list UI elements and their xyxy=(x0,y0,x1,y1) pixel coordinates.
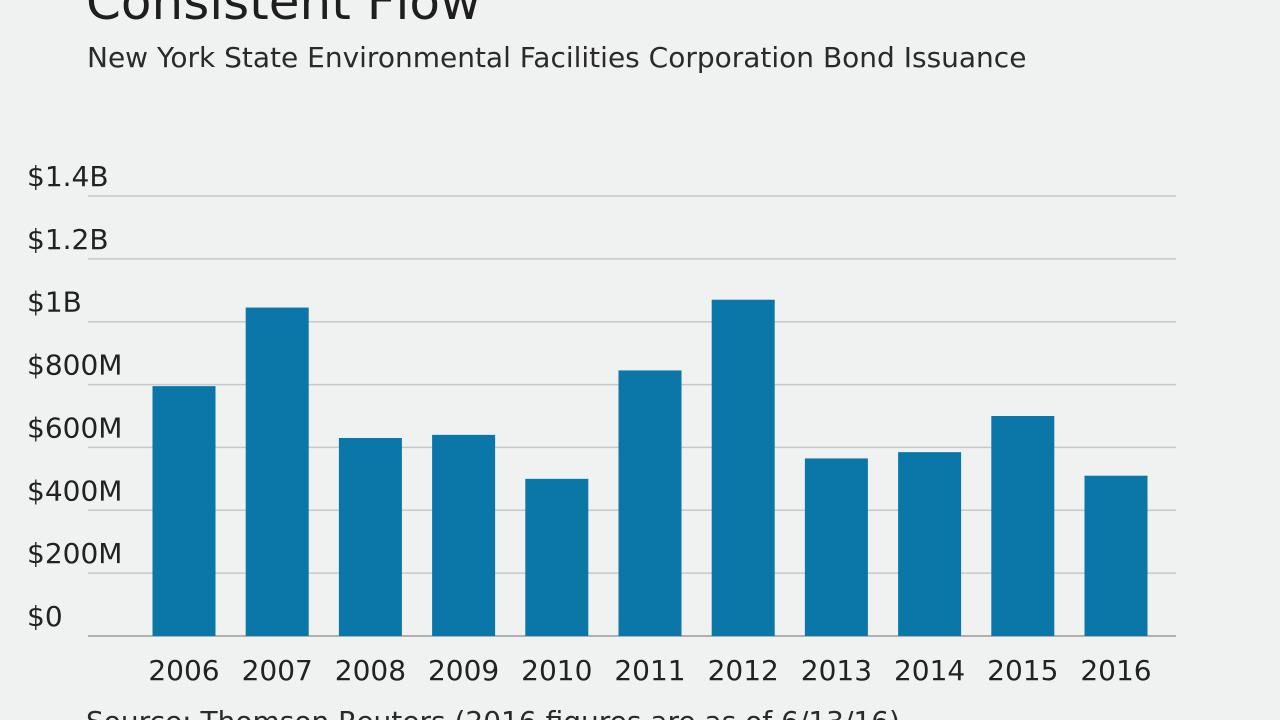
x-tick-label: 2016 xyxy=(1080,654,1151,687)
x-tick-label: 2012 xyxy=(708,654,779,687)
y-tick-label: $1.2B xyxy=(27,223,109,256)
x-tick-label: 2008 xyxy=(335,654,406,687)
bar-2012 xyxy=(711,299,775,636)
bar-2014 xyxy=(898,452,962,636)
x-tick-label: 2015 xyxy=(987,654,1058,687)
y-tick-label: $400M xyxy=(27,474,122,507)
chart-subtitle: New York State Environmental Facilities … xyxy=(87,41,1027,74)
x-tick-label: 2007 xyxy=(242,654,313,687)
chart-title: Consistent Flow xyxy=(86,0,481,31)
bar-2016 xyxy=(1084,475,1148,636)
x-tick-label: 2014 xyxy=(894,654,965,687)
x-tick-label: 2013 xyxy=(801,654,872,687)
y-tick-label: $1.4B xyxy=(27,160,109,193)
y-tick-label: $600M xyxy=(27,411,122,444)
y-axis-ticks: $0 $200M $400M $600M $800M $1B $1.2B $1.4B xyxy=(27,160,122,633)
y-tick-label: $1B xyxy=(27,286,82,319)
x-tick-label: 2006 xyxy=(148,654,219,687)
x-axis-ticks: 2006 2007 2008 2009 2010 2011 2012 2013 2014 2015… xyxy=(148,654,1151,687)
bar-2009 xyxy=(432,434,496,636)
bar-2011 xyxy=(618,370,682,636)
y-tick-label: $800M xyxy=(27,349,122,382)
bar-2008 xyxy=(338,438,402,636)
x-tick-label: 2009 xyxy=(428,654,499,687)
bars xyxy=(152,299,1148,636)
y-tick-label: $0 xyxy=(27,600,63,633)
bar-2006 xyxy=(152,386,216,636)
x-tick-label: 2011 xyxy=(614,654,685,687)
y-tick-label: $200M xyxy=(27,537,122,570)
source-note: Source: Thomson Reuters (2016 figures ar… xyxy=(86,704,900,720)
x-tick-label: 2010 xyxy=(521,654,592,687)
bar-2010 xyxy=(525,478,589,636)
bar-2013 xyxy=(804,458,868,636)
bar-2007 xyxy=(245,307,309,636)
bar-2015 xyxy=(991,416,1055,636)
